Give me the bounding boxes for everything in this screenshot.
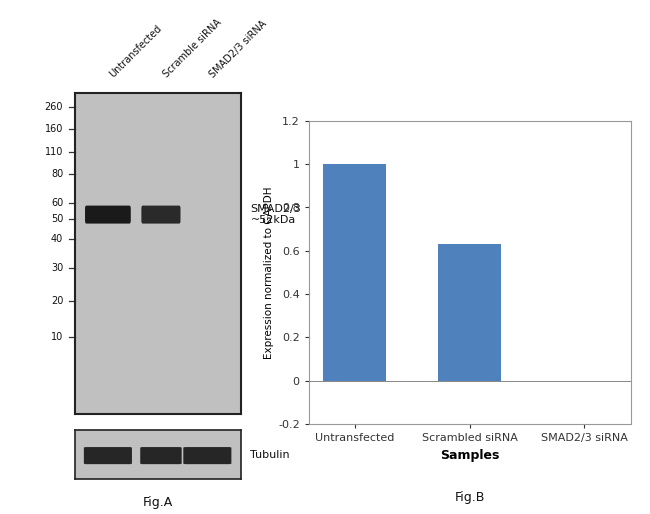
Text: 20: 20	[51, 297, 63, 306]
Text: Scramble siRNA: Scramble siRNA	[161, 17, 223, 80]
Text: 260: 260	[45, 102, 63, 112]
Bar	[438, 244, 501, 381]
Text: 30: 30	[51, 263, 63, 272]
Text: 50: 50	[51, 214, 63, 225]
FancyBboxPatch shape	[85, 206, 131, 224]
Text: 160: 160	[45, 124, 63, 135]
FancyBboxPatch shape	[142, 206, 181, 224]
Text: Fig.B: Fig.B	[454, 491, 485, 504]
Text: 110: 110	[45, 147, 63, 157]
FancyBboxPatch shape	[84, 447, 132, 464]
Text: 80: 80	[51, 170, 63, 179]
FancyBboxPatch shape	[140, 447, 181, 464]
Text: Tubulin: Tubulin	[250, 450, 290, 460]
Text: 40: 40	[51, 234, 63, 244]
Y-axis label: Expression normalized to GAPDH: Expression normalized to GAPDH	[264, 186, 274, 359]
FancyBboxPatch shape	[183, 447, 231, 464]
Bar	[324, 164, 387, 381]
Text: Untransfected: Untransfected	[108, 24, 164, 80]
Text: SMAD2/3
~52kDa: SMAD2/3 ~52kDa	[250, 204, 301, 226]
Text: 10: 10	[51, 332, 63, 342]
X-axis label: Samples: Samples	[440, 449, 499, 462]
Text: 60: 60	[51, 198, 63, 208]
Text: SMAD2/3 siRNA: SMAD2/3 siRNA	[207, 19, 268, 80]
Text: Fig.A: Fig.A	[142, 496, 173, 509]
